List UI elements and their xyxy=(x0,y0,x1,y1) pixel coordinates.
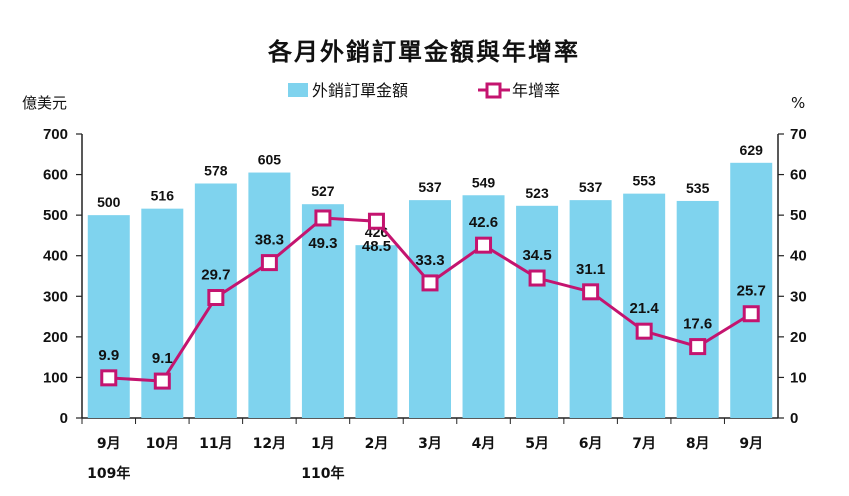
legend-swatch-bars xyxy=(288,83,308,97)
bar xyxy=(623,193,666,418)
growth-point xyxy=(314,209,332,227)
bar-value-label: 516 xyxy=(151,188,175,204)
x-axis-ticks: 9月 10月 11月 12月 1月 2月 3月 4月 5月 6月 7月 8月 9月 109年 110年 xyxy=(81,418,763,482)
bar-value-label: 549 xyxy=(472,174,496,190)
line-labels: 9.9 9.1 29.7 38.3 49.3 48.5 33.3 42.6 34.5 31.1 21… xyxy=(98,214,765,367)
bar xyxy=(516,205,559,418)
growth-value-label: 21.4 xyxy=(630,300,660,317)
y-tick-label: 600 xyxy=(43,167,68,184)
growth-value-label: 9.9 xyxy=(98,347,119,364)
year-label: 109年 xyxy=(87,465,130,482)
growth-value-label: 17.6 xyxy=(683,316,712,333)
y2-tick-label: 20 xyxy=(790,329,807,346)
x-tick-label: 5月 xyxy=(525,436,549,452)
growth-point xyxy=(260,254,278,272)
x-tick-label: 1月 xyxy=(311,436,335,452)
x-tick-label: 9月 xyxy=(739,436,763,452)
bar-value-label: 523 xyxy=(525,185,549,201)
y2-tick-label: 10 xyxy=(790,369,807,386)
y2-tick-label: 40 xyxy=(790,248,807,265)
bar xyxy=(409,200,451,418)
y-axis-unit: 億美元 xyxy=(22,94,67,112)
y2-axis-unit: % xyxy=(791,94,805,112)
x-tick-label: 6月 xyxy=(579,436,603,452)
x-tick-label: 9月 xyxy=(97,436,121,452)
bar xyxy=(569,200,612,418)
bar-value-label: 629 xyxy=(740,142,764,158)
growth-point xyxy=(528,269,546,287)
growth-line xyxy=(100,209,760,390)
x-tick-label: 12月 xyxy=(253,436,286,452)
chart-title: 各月外銷訂單金額與年增率 xyxy=(267,38,580,66)
bars xyxy=(87,162,773,418)
y-tick-label: 500 xyxy=(43,207,68,224)
growth-value-label: 34.5 xyxy=(522,247,551,264)
legend-marker xyxy=(485,82,502,99)
growth-value-label: 48.5 xyxy=(362,238,391,255)
y-tick-label: 700 xyxy=(43,126,68,143)
bar xyxy=(676,200,719,418)
growth-value-label: 9.1 xyxy=(152,350,173,367)
growth-point xyxy=(153,372,171,390)
legend-label-line: 年增率 xyxy=(512,81,560,100)
x-tick-label: 4月 xyxy=(472,436,496,452)
y-tick-label: 300 xyxy=(43,288,68,305)
growth-value-label: 33.3 xyxy=(415,252,444,269)
y2-tick-label: 30 xyxy=(790,288,807,305)
growth-point xyxy=(742,305,760,323)
legend: 外銷訂單金額 年增率 xyxy=(288,81,560,100)
x-tick-label: 3月 xyxy=(418,436,442,452)
y-tick-label: 200 xyxy=(43,329,68,346)
x-tick-label: 2月 xyxy=(365,436,389,452)
x-tick-label: 11月 xyxy=(199,436,232,452)
y2-tick-label: 50 xyxy=(790,207,807,224)
growth-value-label: 31.1 xyxy=(576,261,605,278)
bar-value-label: 537 xyxy=(579,179,603,195)
growth-point xyxy=(421,274,439,292)
y-tick-label: 400 xyxy=(43,248,68,265)
growth-value-label: 38.3 xyxy=(255,232,284,249)
growth-value-label: 25.7 xyxy=(737,283,766,300)
bar-value-label: 527 xyxy=(311,183,335,199)
bar xyxy=(462,195,505,418)
bar xyxy=(87,215,130,418)
legend-label-bars: 外銷訂單金額 xyxy=(312,81,408,100)
x-tick-label: 8月 xyxy=(686,436,710,452)
bar-value-label: 537 xyxy=(418,179,442,195)
growth-point xyxy=(475,236,493,254)
bar-value-label: 500 xyxy=(97,194,121,210)
growth-point xyxy=(689,338,707,356)
bar xyxy=(730,162,773,418)
growth-value-label: 42.6 xyxy=(469,214,498,231)
bar-value-label: 553 xyxy=(632,173,656,189)
growth-value-label: 49.3 xyxy=(308,235,337,252)
x-tick-label: 7月 xyxy=(632,436,656,452)
year-label: 110年 xyxy=(301,465,344,482)
bar-value-label: 578 xyxy=(204,162,228,178)
y-tick-label: 0 xyxy=(60,410,68,427)
y2-tick-label: 60 xyxy=(790,167,807,184)
growth-point xyxy=(635,322,653,340)
growth-point xyxy=(582,283,600,301)
growth-point xyxy=(100,369,118,387)
y2-tick-label: 70 xyxy=(790,126,807,143)
y2-tick-label: 0 xyxy=(790,410,798,427)
growth-point xyxy=(367,212,385,230)
bar xyxy=(248,172,291,418)
bar-value-label: 605 xyxy=(258,152,282,168)
growth-point xyxy=(207,289,225,307)
x-tick-label: 10月 xyxy=(146,436,179,452)
y-tick-label: 100 xyxy=(43,369,68,386)
growth-value-label: 29.7 xyxy=(201,267,230,284)
bar xyxy=(301,204,344,418)
bar xyxy=(355,245,398,418)
bar-value-label: 535 xyxy=(686,180,710,196)
